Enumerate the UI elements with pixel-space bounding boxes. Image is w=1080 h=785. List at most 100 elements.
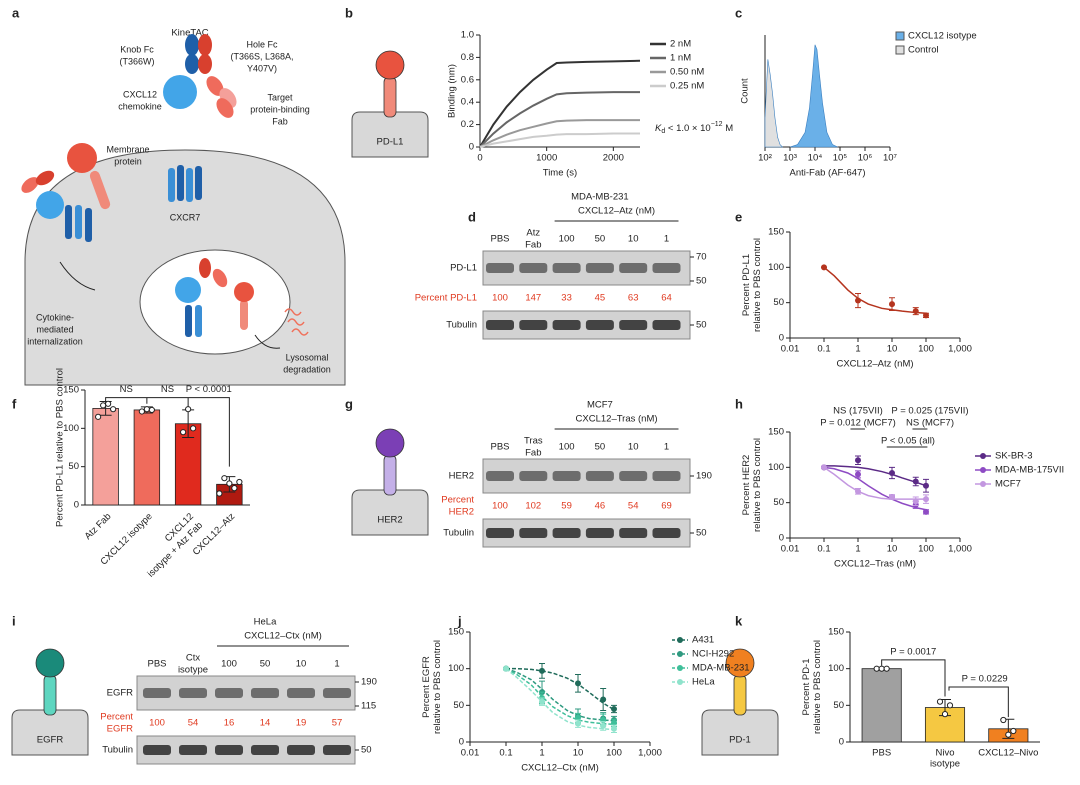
treatment: CXCL12–Atz (nM) (578, 206, 655, 217)
lane-label: PBS (490, 234, 509, 245)
data-point (236, 478, 243, 486)
panel-label: a (12, 5, 20, 20)
y-tick-label: 0.2 (461, 119, 474, 130)
data-point (855, 457, 861, 464)
legend-label: MCF7 (995, 479, 1021, 490)
kd-sub: d (661, 128, 665, 135)
lane-label: 100 (221, 659, 237, 670)
data-point (180, 429, 187, 436)
data-point (912, 498, 919, 505)
receptor-head (35, 648, 65, 678)
legend-label: MDA-MB-175VII (995, 465, 1064, 476)
kd-annotation: Kd < 1.0 × 10−12 M (655, 121, 733, 135)
arrow (254, 334, 281, 349)
cxcr7 (168, 165, 202, 202)
panel-label: e (735, 209, 742, 224)
band (143, 688, 171, 698)
band (323, 745, 351, 755)
receptor-head (725, 648, 755, 678)
blot (136, 675, 356, 711)
bar (861, 668, 902, 743)
label: (T366S, L368A, (230, 51, 293, 61)
x-tick-label: 10⁴ (808, 153, 823, 164)
band (519, 471, 548, 481)
marker-label: 50 (696, 276, 707, 287)
comparison-bracket (881, 659, 946, 697)
x-tick-label: 100 (918, 344, 934, 355)
row-label: Tubulin (102, 745, 133, 756)
data-point (855, 488, 861, 495)
receptor-stem (43, 674, 57, 716)
row-label: Percent (441, 495, 474, 506)
row-label: Percent PD-L1 (415, 293, 477, 304)
data-point (923, 312, 929, 319)
x-tick-label: Nivo (935, 748, 954, 759)
x-tick-label: 10 (573, 748, 584, 759)
band (552, 263, 581, 273)
lane-label: 100 (559, 234, 575, 245)
x-tick-label: 100 (606, 748, 622, 759)
x-tick-label: 1,000 (948, 544, 972, 555)
legend-swatch (677, 679, 683, 685)
target-label: HER2 (377, 515, 402, 526)
kd-sup: −12 (711, 121, 723, 128)
label: internalization (27, 336, 83, 346)
band (251, 745, 279, 755)
kd-text: < 1.0 × 10 (665, 123, 710, 134)
legend-label: MDA-MB-231 (692, 663, 750, 674)
lane-label: 100 (559, 442, 575, 453)
y-tick-label: 0 (839, 737, 844, 748)
panel-label: j (457, 613, 462, 628)
data-point (231, 485, 238, 492)
fit-curve (505, 667, 615, 722)
y-tick-label: 0.4 (461, 97, 474, 108)
cell-surface (351, 489, 429, 536)
data-point (216, 490, 223, 497)
x-tick-label: PBS (872, 748, 891, 759)
band (179, 745, 207, 755)
band (179, 688, 207, 698)
y-tick-label: 150 (768, 227, 784, 238)
data-point (912, 478, 919, 485)
percent-value: 54 (188, 718, 199, 729)
marker-label: 50 (696, 320, 707, 331)
x-tick-label: Atz Fab (83, 511, 114, 542)
label: CXCL12 (123, 89, 157, 99)
x-tick-label: 1,000 (948, 344, 972, 355)
y-tick-label: 0 (469, 142, 474, 153)
x-tick-label: 10 (887, 344, 898, 355)
legend-label: 1 nM (670, 53, 691, 64)
panel-label: h (735, 396, 743, 411)
x-axis-label: CXCL12–Ctx (nM) (521, 763, 599, 774)
target-label: PD-L1 (377, 137, 404, 148)
data-point (883, 665, 890, 672)
membrane-protein (89, 170, 111, 210)
data-point (889, 469, 895, 476)
x-tick-label: 10³ (783, 153, 797, 164)
x-tick-label: 1 (855, 344, 860, 355)
marker-label: 115 (361, 701, 376, 712)
percent-value: 64 (661, 293, 672, 304)
data-point (100, 402, 107, 409)
percent-value: 100 (492, 293, 508, 304)
legend-label: SK-BR-3 (995, 451, 1032, 462)
band (552, 528, 581, 538)
band (585, 471, 614, 481)
x-tick-label: 1 (539, 748, 544, 759)
data-point (1000, 716, 1007, 724)
y-axis-label: Percent PD-1 (801, 658, 812, 715)
y-tick-label: 0 (74, 500, 79, 511)
fit-curve (823, 466, 926, 500)
lane-label: PBS (490, 442, 509, 453)
lane-label: 50 (260, 659, 271, 670)
row-label: Tubulin (443, 528, 474, 539)
chemokine (163, 75, 197, 109)
x-tick-label: 10² (758, 153, 772, 164)
lane-label: Ctx (186, 653, 201, 664)
receptor-head (375, 428, 405, 458)
band (585, 263, 614, 273)
bar (92, 407, 119, 506)
x-tick-label: 0.1 (499, 748, 512, 759)
label: mediated (36, 324, 73, 334)
band (552, 471, 581, 481)
